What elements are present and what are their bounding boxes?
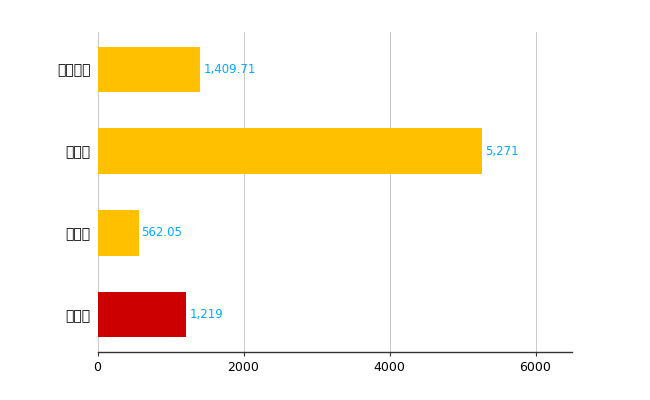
Text: 5,271: 5,271 [485,144,519,158]
Bar [98,46,200,92]
Bar [98,292,187,338]
Bar [98,128,482,174]
Bar [98,210,138,256]
Text: 1,219: 1,219 [189,308,223,322]
Text: 562.05: 562.05 [142,226,182,240]
Text: 1,409.71: 1,409.71 [203,62,255,76]
